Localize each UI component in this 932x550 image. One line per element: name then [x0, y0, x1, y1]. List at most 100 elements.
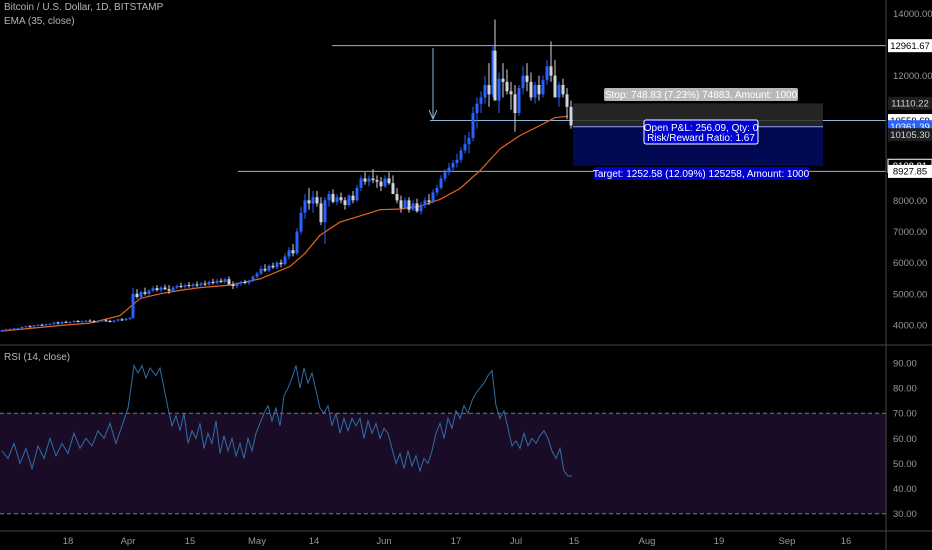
candle[interactable]	[363, 172, 367, 185]
candle[interactable]	[367, 175, 371, 187]
candle[interactable]	[379, 176, 383, 191]
candle[interactable]	[529, 72, 533, 101]
candle[interactable]	[447, 162, 451, 176]
candle[interactable]	[487, 63, 491, 107]
candle[interactable]	[159, 286, 163, 293]
candle[interactable]	[387, 172, 391, 185]
candle[interactable]	[463, 134, 467, 154]
price-tag[interactable]	[888, 96, 932, 110]
candle[interactable]	[104, 319, 108, 322]
candle[interactable]	[247, 279, 251, 286]
ema-line[interactable]	[0, 115, 569, 332]
candle[interactable]	[76, 320, 80, 323]
candle[interactable]	[295, 228, 299, 255]
candle[interactable]	[493, 19, 497, 101]
candle[interactable]	[271, 262, 275, 269]
candle[interactable]	[319, 197, 323, 226]
candle[interactable]	[4, 328, 8, 332]
candle[interactable]	[175, 284, 179, 290]
candle[interactable]	[259, 265, 263, 276]
candle[interactable]	[407, 197, 411, 213]
candle[interactable]	[239, 280, 243, 286]
candle[interactable]	[191, 282, 195, 289]
candle[interactable]	[557, 81, 561, 107]
candle[interactable]	[243, 279, 247, 285]
candle[interactable]	[20, 326, 24, 329]
candle[interactable]	[179, 282, 183, 289]
candle[interactable]	[80, 320, 84, 323]
candle[interactable]	[287, 247, 291, 260]
candle[interactable]	[124, 318, 128, 322]
candle[interactable]	[525, 63, 529, 92]
candle[interactable]	[155, 285, 159, 292]
candle[interactable]	[147, 289, 151, 297]
candle[interactable]	[112, 320, 116, 323]
candle[interactable]	[203, 280, 207, 287]
candle[interactable]	[435, 184, 439, 196]
candle[interactable]	[505, 69, 509, 95]
candle[interactable]	[48, 323, 52, 325]
candle[interactable]	[483, 75, 487, 104]
candle[interactable]	[517, 84, 521, 117]
candle[interactable]	[199, 281, 203, 288]
candle[interactable]	[299, 206, 303, 235]
price-tag[interactable]	[888, 39, 932, 53]
candle[interactable]	[143, 287, 147, 296]
candle[interactable]	[375, 175, 379, 188]
candle[interactable]	[52, 321, 56, 325]
candle[interactable]	[311, 190, 315, 213]
candle[interactable]	[163, 284, 167, 291]
candle[interactable]	[32, 325, 36, 328]
candle[interactable]	[569, 100, 573, 129]
ema-indicator-label[interactable]: EMA (35, close)	[4, 16, 75, 27]
candle[interactable]	[521, 66, 525, 95]
candle[interactable]	[255, 272, 259, 279]
candle[interactable]	[339, 192, 343, 204]
candle[interactable]	[139, 290, 143, 299]
target-label-box[interactable]	[594, 167, 809, 180]
candle[interactable]	[351, 190, 355, 204]
candle[interactable]	[391, 175, 395, 195]
candle[interactable]	[263, 264, 267, 273]
candle[interactable]	[0, 329, 4, 332]
candle[interactable]	[108, 319, 112, 323]
candle[interactable]	[223, 277, 227, 284]
candle[interactable]	[331, 189, 335, 204]
candle[interactable]	[167, 285, 171, 294]
candle[interactable]	[475, 97, 479, 129]
candle[interactable]	[12, 327, 16, 330]
candle[interactable]	[56, 321, 60, 325]
price-pane[interactable]: Stop: 748.83 (7.23%) 74883, Amount: 1000…	[0, 19, 887, 332]
candle[interactable]	[497, 72, 501, 114]
candle[interactable]	[36, 324, 40, 327]
candle[interactable]	[307, 187, 311, 210]
candle[interactable]	[371, 169, 375, 184]
candle[interactable]	[44, 323, 48, 327]
candle[interactable]	[443, 169, 447, 182]
price-tag[interactable]	[888, 164, 932, 178]
candle[interactable]	[545, 60, 549, 85]
candle[interactable]	[399, 195, 403, 213]
candle[interactable]	[135, 289, 139, 299]
candle[interactable]	[415, 198, 419, 213]
candle[interactable]	[553, 60, 557, 98]
candle[interactable]	[491, 44, 495, 98]
candle[interactable]	[509, 81, 513, 110]
candle[interactable]	[291, 243, 295, 257]
candle[interactable]	[561, 78, 565, 98]
candle[interactable]	[403, 197, 407, 210]
candle[interactable]	[195, 281, 199, 287]
candle[interactable]	[467, 131, 471, 154]
candle[interactable]	[537, 75, 541, 101]
candle[interactable]	[347, 194, 351, 207]
candle[interactable]	[96, 320, 100, 324]
candle[interactable]	[151, 286, 155, 293]
candle[interactable]	[303, 194, 307, 220]
candle[interactable]	[355, 184, 359, 202]
down-arrow-annotation-head[interactable]	[428, 109, 438, 121]
candle[interactable]	[267, 264, 271, 273]
candle[interactable]	[235, 281, 239, 289]
candle[interactable]	[88, 319, 92, 322]
price-tag[interactable]	[888, 128, 932, 142]
